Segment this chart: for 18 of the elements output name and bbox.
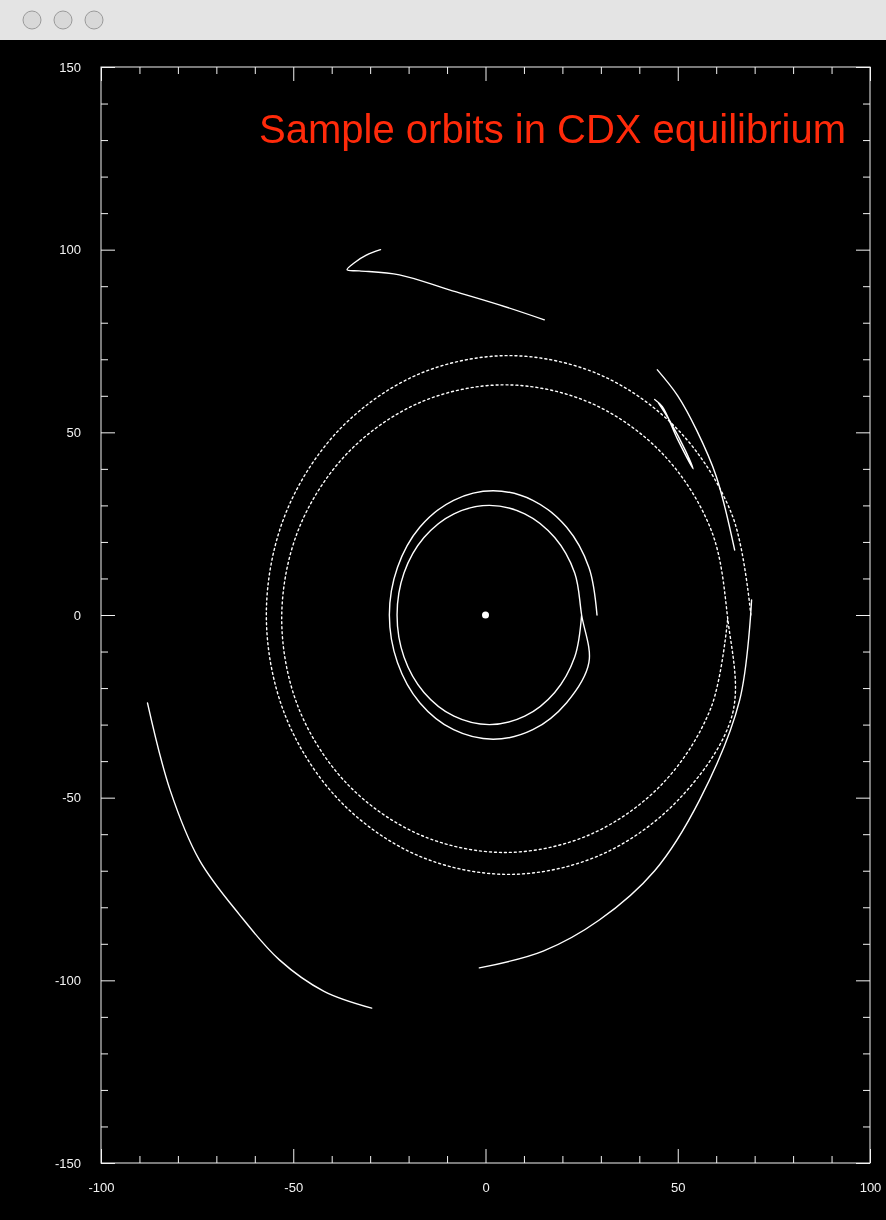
- y-tick-label: 0: [73, 607, 81, 623]
- line-series: [146, 702, 373, 1009]
- line-series: [653, 398, 694, 470]
- line-series: [656, 369, 736, 551]
- line-series: [346, 248, 546, 321]
- x-tick-label: 50: [671, 1180, 686, 1196]
- y-tick-label: -100: [54, 972, 81, 988]
- y-tick-label: -150: [54, 1155, 81, 1171]
- y-tick-label: 150: [59, 59, 81, 75]
- x-tick-label: -100: [88, 1180, 115, 1196]
- line-series: [388, 490, 598, 740]
- y-tick-label: 50: [66, 424, 81, 440]
- x-tick-label: -50: [284, 1180, 304, 1196]
- y-tick-label: -50: [62, 790, 81, 806]
- x-tick-label: 100: [859, 1180, 882, 1196]
- x-tick-label: 0: [482, 1180, 490, 1196]
- text: Sample orbits in CDX equilibrium: [259, 107, 846, 151]
- y-tick-label: 100: [59, 242, 81, 258]
